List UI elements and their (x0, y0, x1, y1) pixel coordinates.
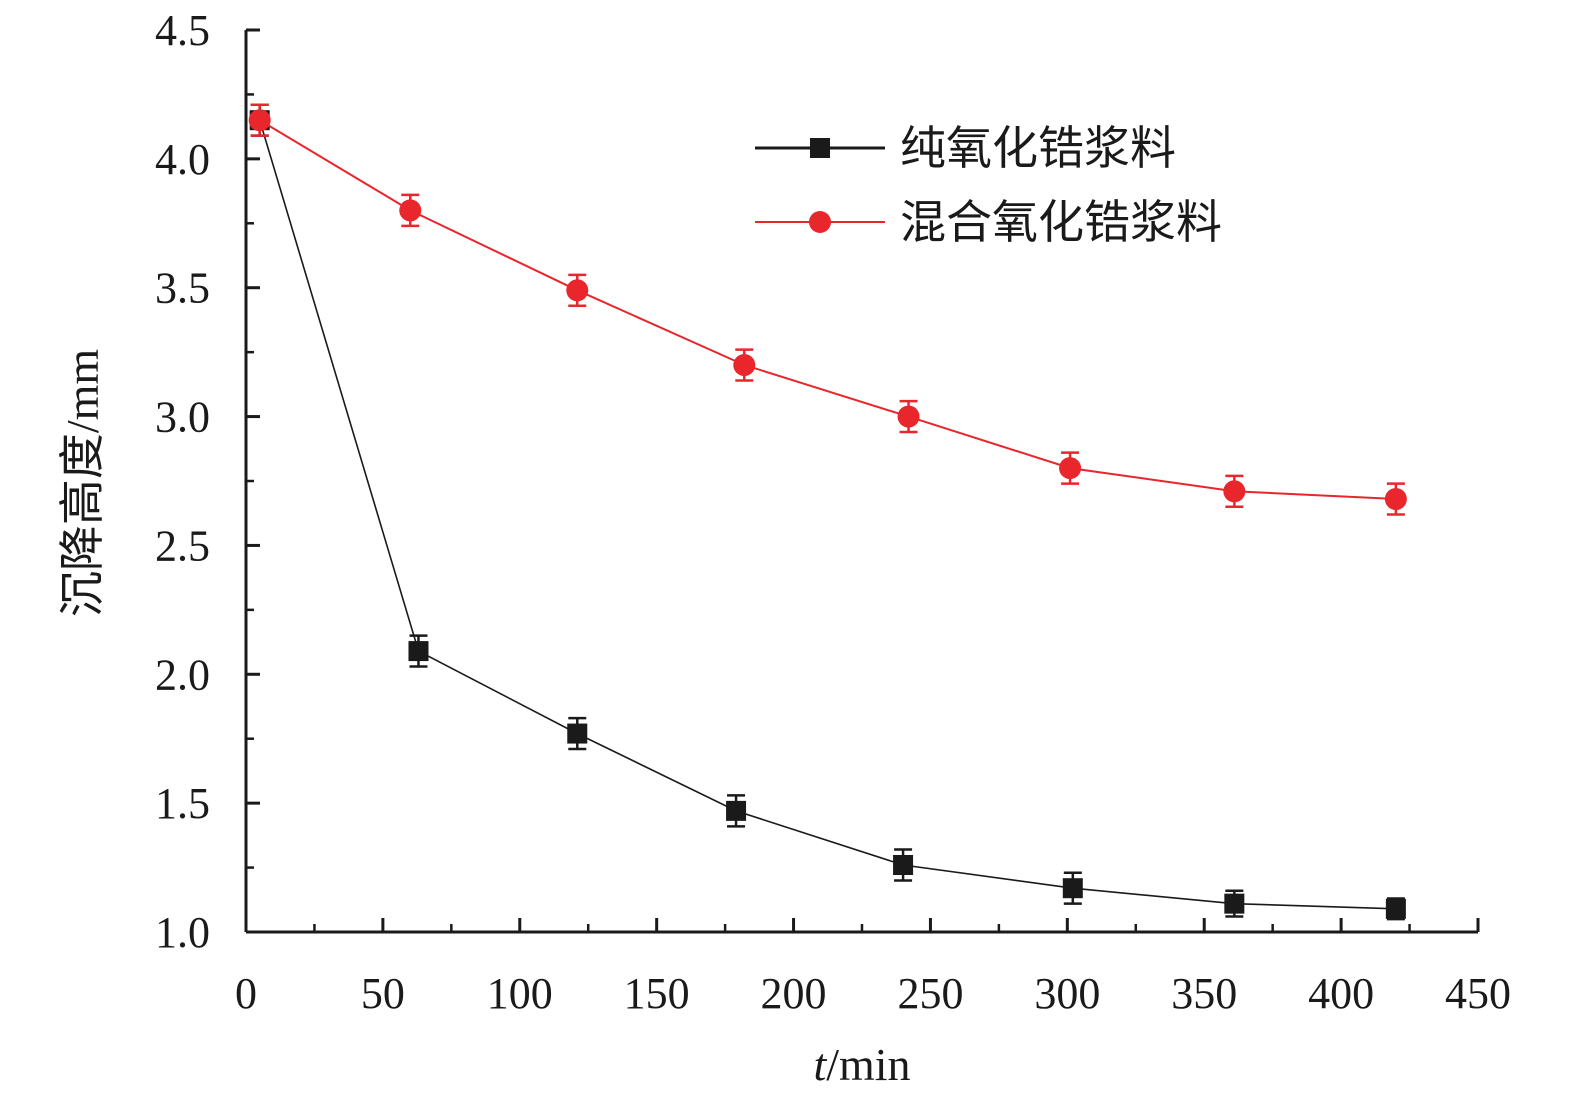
axes-layer: 0 50 100 150 200 250 300 350 400 450 1.0 1.5 2.0 2.5 3… (155, 6, 1511, 1018)
data-point (408, 641, 429, 662)
x-tick-label: 350 (1171, 969, 1237, 1018)
x-axis-title-variable: t (813, 1039, 827, 1090)
data-point (893, 854, 914, 875)
legend-marker (810, 138, 830, 158)
x-tick-label: 0 (235, 969, 257, 1018)
data-point (566, 279, 589, 302)
x-axis-title-unit: /min (826, 1039, 910, 1090)
legend-marker (809, 211, 831, 233)
x-tick-label: 400 (1308, 969, 1374, 1018)
series-layer (248, 103, 1407, 921)
data-point (1059, 457, 1082, 480)
data-point (1384, 488, 1407, 511)
data-point (248, 109, 271, 132)
x-tick-label: 50 (361, 969, 405, 1018)
data-point (1223, 480, 1246, 503)
data-point (733, 354, 756, 377)
y-tick-label: 3.0 (155, 393, 210, 442)
legend-label: 纯氧化锆浆料 (900, 121, 1176, 175)
y-tick-label: 1.5 (155, 779, 210, 828)
legend-item-1: 纯氧化锆浆料 (755, 121, 1176, 175)
y-tick-label: 3.5 (155, 264, 210, 313)
y-tick-label: 4.0 (155, 135, 210, 184)
x-tick-label: 450 (1445, 969, 1511, 1018)
legend-label: 混合氧化锆浆料 (900, 195, 1222, 249)
x-tick-label: 100 (487, 969, 553, 1018)
x-tick-label: 250 (897, 969, 963, 1018)
y-tick-label: 2.5 (155, 521, 210, 570)
data-point (399, 199, 422, 222)
x-axis-title: t/min (813, 1039, 910, 1090)
y-tick-label: 1.0 (155, 908, 210, 957)
data-point (726, 800, 747, 821)
series-2 (248, 103, 1407, 516)
y-axis-title: 沉降高度/mm (57, 349, 108, 618)
legend-item-2: 混合氧化锆浆料 (755, 195, 1222, 249)
data-point (567, 723, 588, 744)
x-tick-label: 150 (624, 969, 690, 1018)
series-line (259, 119, 1396, 500)
series-line (258, 119, 1396, 910)
y-tick-label: 4.5 (155, 6, 210, 55)
x-tick-label: 200 (761, 969, 827, 1018)
data-point (1062, 878, 1083, 899)
data-point (1385, 898, 1406, 919)
data-point (1224, 893, 1245, 914)
data-point (897, 405, 920, 428)
y-tick-label: 2.0 (155, 650, 210, 699)
x-tick-label: 300 (1034, 969, 1100, 1018)
